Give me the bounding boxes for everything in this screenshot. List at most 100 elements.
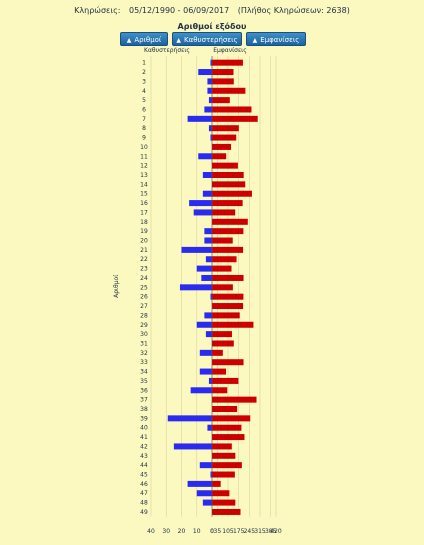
category-label: 13 [140,172,148,179]
category-label: 20 [140,238,148,245]
delay-bar [187,480,212,487]
delay-bar [193,209,212,216]
category-label: 10 [140,144,148,151]
category-label: 5 [142,97,146,104]
draws-label: Κληρώσεις: [74,6,121,15]
appearance-bar [212,387,228,394]
sort-by-appearance-button[interactable]: ▲ Εμφανίσεις [246,32,306,46]
category-label: 17 [140,209,148,216]
appearance-bar [212,162,238,169]
delay-bar [204,106,212,113]
appearance-bar [212,284,233,291]
left-series-header: Καθυστερήσεις [144,47,190,54]
category-label: 40 [140,425,148,432]
category-label: 25 [140,284,148,291]
appearance-bar [212,424,242,431]
left-tick-label: 0 [210,528,214,535]
category-label: 15 [140,191,148,198]
category-label: 4 [142,88,146,95]
appearance-bar [212,490,230,497]
left-tick-label: 20 [178,528,186,535]
right-tick-label: 105 [222,528,234,535]
appearance-bar [212,359,244,366]
arrow-up-icon: ▲ [126,37,132,44]
delay-bar [196,321,212,328]
appearance-bar [212,377,239,384]
delay-bar [204,312,212,319]
right-tick-label: 35 [214,528,222,535]
appearance-bar [212,172,244,178]
delay-bar [207,87,212,94]
delay-bar [210,471,212,478]
category-label: 19 [140,228,148,235]
delay-bar [205,256,212,263]
category-label: 3 [142,78,146,85]
delay-bar [208,377,212,384]
category-label: 49 [140,509,148,516]
delay-bar [190,387,212,394]
appearance-bar [212,303,244,310]
category-label: 41 [140,434,148,441]
appearance-bar [212,181,246,188]
appearance-bar [212,396,257,403]
category-label: 14 [140,181,148,188]
delay-bar [204,228,212,235]
delay-bar [208,125,212,132]
appearance-bar [212,78,234,85]
appearance-bar [212,190,252,197]
appearance-bar [212,480,221,487]
delay-bar [199,349,212,356]
appearance-bar [212,462,242,469]
appearance-bar [212,406,238,412]
delay-bar [202,190,212,197]
appearance-bar [212,218,248,225]
category-label: 38 [140,406,148,413]
delay-bar [196,265,212,272]
appearance-bar [212,331,232,338]
delay-bar [187,115,212,122]
appearance-bar [212,293,244,300]
delay-bar [167,415,212,422]
appearance-bar [212,69,234,76]
appearance-bar [212,508,241,515]
delay-bar [204,237,212,244]
category-label: 31 [140,340,148,347]
section-title: Αριθμοί εξόδου [177,22,247,31]
category-label: 8 [142,125,146,132]
category-label: 12 [140,163,148,170]
delay-bar [205,331,212,338]
appearance-bar [212,97,230,104]
delay-bar [207,424,212,431]
category-label: 48 [140,500,148,507]
category-label: 43 [140,453,148,460]
category-label: 33 [140,359,148,366]
draws-count: (Πλήθος Κληρώσεων: 2638) [237,6,350,15]
category-label: 26 [140,294,148,301]
category-label: 34 [140,369,148,376]
category-label: 44 [140,462,148,469]
appearance-bar [212,452,236,459]
sort-by-number-button[interactable]: ▲ Αριθμοί [120,32,168,46]
sort-button-group: ▲ Αριθμοί ▲ Καθυστερήσεις ▲ Εμφανίσεις [120,32,310,46]
appearance-bar [212,349,223,356]
delay-bar [207,78,212,85]
category-label: 47 [140,490,148,497]
left-tick-label: 40 [147,528,155,535]
appearance-bar [212,340,234,347]
category-label: 16 [140,200,148,207]
delay-bar [210,59,212,66]
delay-bar [199,368,212,375]
category-label: 28 [140,312,148,319]
appearance-bar [212,499,236,506]
appearance-bar [212,200,243,207]
sort-by-delay-button[interactable]: ▲ Καθυστερήσεις [172,32,242,46]
arrow-up-icon: ▲ [176,37,182,44]
category-label: 1 [142,60,146,67]
category-label: 37 [140,397,148,404]
category-label: 11 [140,153,148,160]
appearance-bar [212,246,244,253]
category-label: 42 [140,443,148,450]
appearance-bar [212,125,239,132]
left-tick-label: 30 [162,528,170,535]
appearance-bar [212,209,236,216]
